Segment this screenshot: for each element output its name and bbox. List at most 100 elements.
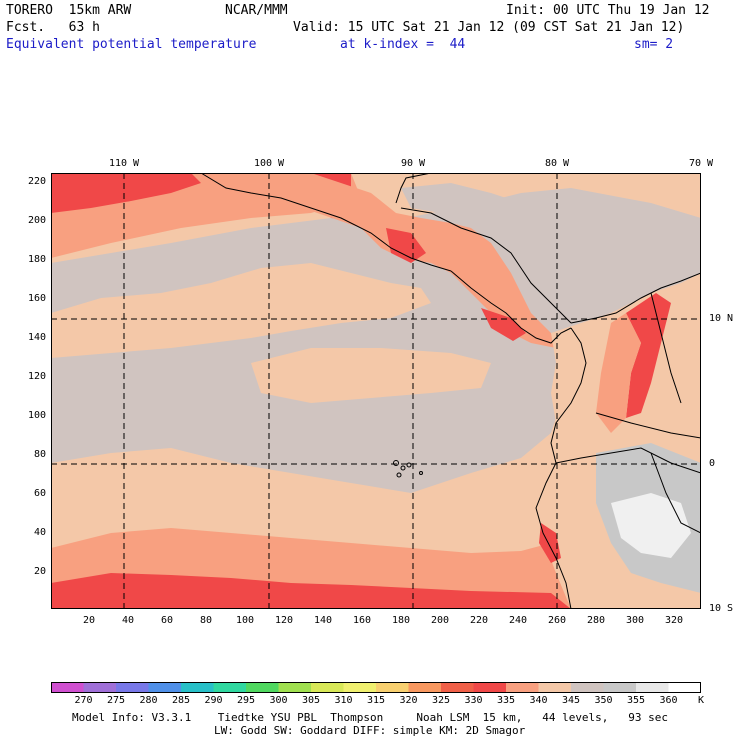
colorbar-frame [51,682,701,693]
colorbar-swatch [441,682,474,693]
valid-time: Valid: 15 UTC Sat 21 Jan 12 (09 CST Sat … [293,20,685,35]
colorbar-label: 310 [334,695,353,706]
island-1 [393,460,399,466]
land-ca-red-2 [481,308,526,341]
model-info: Model Info: V3.3.1 Tiedtke YSU PBL Thomp… [72,711,669,724]
border-colombia-peru [595,412,701,439]
y-tick-180: 180 [27,254,46,265]
y-tick-120: 120 [27,371,46,382]
border-ecuador-peru [555,447,701,474]
colorbar-swatch [473,682,507,693]
border-peru-brazil [650,452,701,534]
colorbar-label: 325 [431,695,451,706]
init-time: Init: 00 UTC Thu 19 Jan 12 [506,3,710,18]
colorbar-swatch [311,682,344,693]
colorbar-label: 305 [301,695,321,706]
lat-label-10s: 10 S [709,603,734,614]
colorbar-swatch [636,682,669,693]
land-sa-pink [596,313,641,433]
colorbar-label: 360 [659,695,678,706]
y-tick-80: 80 [33,449,46,460]
colorbar-swatch [408,682,442,693]
border-colombia-venezuela [650,292,682,404]
colorbar-label: 290 [204,695,223,706]
x-tick-80: 80 [199,615,213,626]
colorbar-label: 355 [626,695,646,706]
x-tick-140: 140 [313,615,333,626]
lon-label-110w: 110 W [108,158,140,169]
x-tick-40: 40 [121,615,135,626]
field-grey-band [51,188,701,493]
colorbar-label: 315 [366,695,386,706]
colorbar-swatch [603,682,637,693]
colorbar-label: 280 [139,695,158,706]
land-ca-red [386,228,426,263]
x-tick-100: 100 [235,615,255,626]
lon-label-100w: 100 W [253,158,285,169]
coast-mexico [200,173,452,272]
coast-colombia-pacific [535,327,587,609]
physics-info: LW: Godd SW: Goddard DIFF: simple KM: 2D… [214,724,526,737]
colorbar-swatch [213,682,247,693]
x-tick-200: 200 [430,615,450,626]
theta-e-map [51,173,701,609]
x-tick-20: 20 [82,615,96,626]
colorbar-swatch [668,682,701,693]
x-tick-180: 180 [391,615,411,626]
lat-label-0: 0 [709,458,716,469]
colorbar-swatch [538,682,572,693]
model-name: TORERO 15km ARW [6,3,132,18]
forecast-hour: Fcst. 63 h [6,20,100,35]
x-tick-120: 120 [274,615,294,626]
colorbar-swatch [51,682,84,693]
colorbar-swatch [376,682,409,693]
y-tick-140: 140 [27,332,46,343]
colorbar-label: 300 [269,695,288,706]
level-info: at k-index = 44 [340,37,466,52]
x-tick-280: 280 [586,615,606,626]
y-tick-220: 220 [27,176,46,187]
coast-ca-north [400,207,572,324]
map-frame [51,173,701,609]
field-inner-light [51,263,431,358]
colorbar-swatch [506,682,539,693]
land-sa-white [611,493,691,558]
land-ca-grey [401,183,521,223]
coast-yucatan [395,173,432,204]
colorbar-swatch [278,682,312,693]
colorbar-label: 335 [496,695,516,706]
galapagos-islands [393,460,423,478]
y-tick-20: 20 [33,566,46,577]
colorbar-label: 320 [399,695,418,706]
coast-caribbean-sa [570,272,701,324]
colorbar-swatch [181,682,214,693]
field-south-red [51,573,571,609]
colorbar-swatch [83,682,117,693]
field-name: Equivalent potential temperature [6,37,257,52]
x-tick-220: 220 [469,615,489,626]
island-4 [396,472,402,478]
y-tick-160: 160 [27,293,46,304]
land-sa-red-strip [626,293,671,418]
lat-label-10n: 10 N [709,313,734,324]
colorbar-label: 270 [74,695,93,706]
y-tick-40: 40 [33,527,46,538]
x-tick-260: 260 [547,615,567,626]
x-tick-320: 320 [664,615,684,626]
x-tick-240: 240 [508,615,528,626]
organization: NCAR/MMM [225,3,288,18]
colorbar-label: 275 [106,695,126,706]
colorbar [51,682,701,693]
colorbar-label: 350 [594,695,613,706]
x-tick-300: 300 [625,615,645,626]
colorbar-swatch [116,682,149,693]
land-sa-peru-red [539,523,561,563]
colorbar-label: 340 [529,695,548,706]
colorbar-swatch [148,682,182,693]
field-nw-red [51,173,201,213]
colorbar-label: 330 [464,695,483,706]
colorbar-swatch [571,682,604,693]
y-tick-200: 200 [27,215,46,226]
x-tick-160: 160 [352,615,372,626]
colorbar-swatch [343,682,377,693]
